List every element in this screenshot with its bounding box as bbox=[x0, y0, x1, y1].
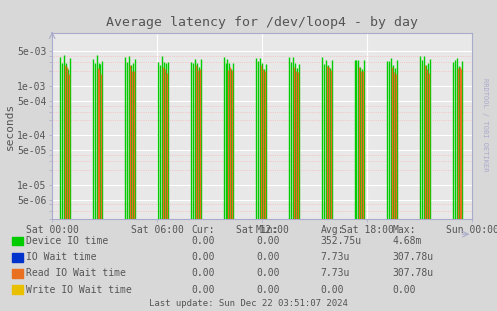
Title: Average latency for /dev/loop4 - by day: Average latency for /dev/loop4 - by day bbox=[106, 16, 418, 29]
Text: 0.00: 0.00 bbox=[191, 252, 215, 262]
Text: 352.75u: 352.75u bbox=[321, 236, 362, 246]
Text: Min:: Min: bbox=[256, 225, 279, 235]
Text: Last update: Sun Dec 22 03:51:07 2024: Last update: Sun Dec 22 03:51:07 2024 bbox=[149, 299, 348, 308]
Text: 0.00: 0.00 bbox=[256, 268, 279, 278]
Text: Device IO time: Device IO time bbox=[26, 236, 108, 246]
Text: Cur:: Cur: bbox=[191, 225, 215, 235]
Y-axis label: seconds: seconds bbox=[4, 102, 14, 150]
Text: 7.73u: 7.73u bbox=[321, 252, 350, 262]
Text: IO Wait time: IO Wait time bbox=[26, 252, 96, 262]
Text: 307.78u: 307.78u bbox=[393, 268, 434, 278]
Text: 0.00: 0.00 bbox=[393, 285, 416, 295]
Text: Write IO Wait time: Write IO Wait time bbox=[26, 285, 132, 295]
Text: 0.00: 0.00 bbox=[256, 236, 279, 246]
Text: 0.00: 0.00 bbox=[256, 285, 279, 295]
Text: 0.00: 0.00 bbox=[191, 268, 215, 278]
Text: Avg:: Avg: bbox=[321, 225, 344, 235]
Text: 0.00: 0.00 bbox=[191, 285, 215, 295]
Text: Read IO Wait time: Read IO Wait time bbox=[26, 268, 126, 278]
Text: 307.78u: 307.78u bbox=[393, 252, 434, 262]
Text: Max:: Max: bbox=[393, 225, 416, 235]
Text: 0.00: 0.00 bbox=[256, 252, 279, 262]
Text: 7.73u: 7.73u bbox=[321, 268, 350, 278]
Text: 0.00: 0.00 bbox=[321, 285, 344, 295]
Text: 0.00: 0.00 bbox=[191, 236, 215, 246]
Text: 4.68m: 4.68m bbox=[393, 236, 422, 246]
Text: RRDTOOL / TOBI OETIKER: RRDTOOL / TOBI OETIKER bbox=[482, 78, 488, 171]
